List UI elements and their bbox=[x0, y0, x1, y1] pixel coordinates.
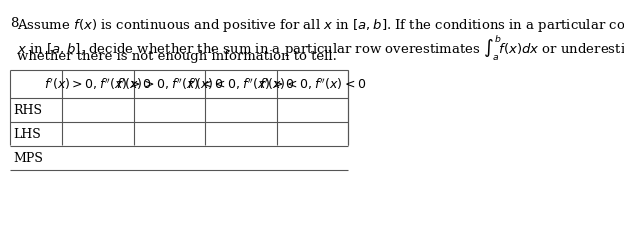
Text: whether there is not enough information to tell.: whether there is not enough information … bbox=[17, 50, 337, 63]
Text: $f'(x)>0, f''(x)>0$: $f'(x)>0, f''(x)>0$ bbox=[44, 76, 151, 92]
Text: $f'(x)>0, f''(x)<0$: $f'(x)>0, f''(x)<0$ bbox=[116, 76, 223, 92]
Text: 8.: 8. bbox=[11, 17, 23, 30]
Text: $f'(x)<0, f''(x)<0$: $f'(x)<0, f''(x)<0$ bbox=[259, 76, 366, 92]
Text: Assume $f(x)$ is continuous and positive for all $x$ in $[a,b]$. If the conditio: Assume $f(x)$ is continuous and positive… bbox=[17, 17, 624, 34]
Text: RHS: RHS bbox=[14, 103, 43, 117]
Text: $f'(x)<0, f''(x)>0$: $f'(x)<0, f''(x)>0$ bbox=[187, 76, 295, 92]
Text: $x$ in $[a,b]$, decide whether the sum in a particular row overestimates $\int_a: $x$ in $[a,b]$, decide whether the sum i… bbox=[17, 33, 624, 62]
Text: MPS: MPS bbox=[14, 151, 44, 164]
Text: LHS: LHS bbox=[14, 127, 42, 140]
